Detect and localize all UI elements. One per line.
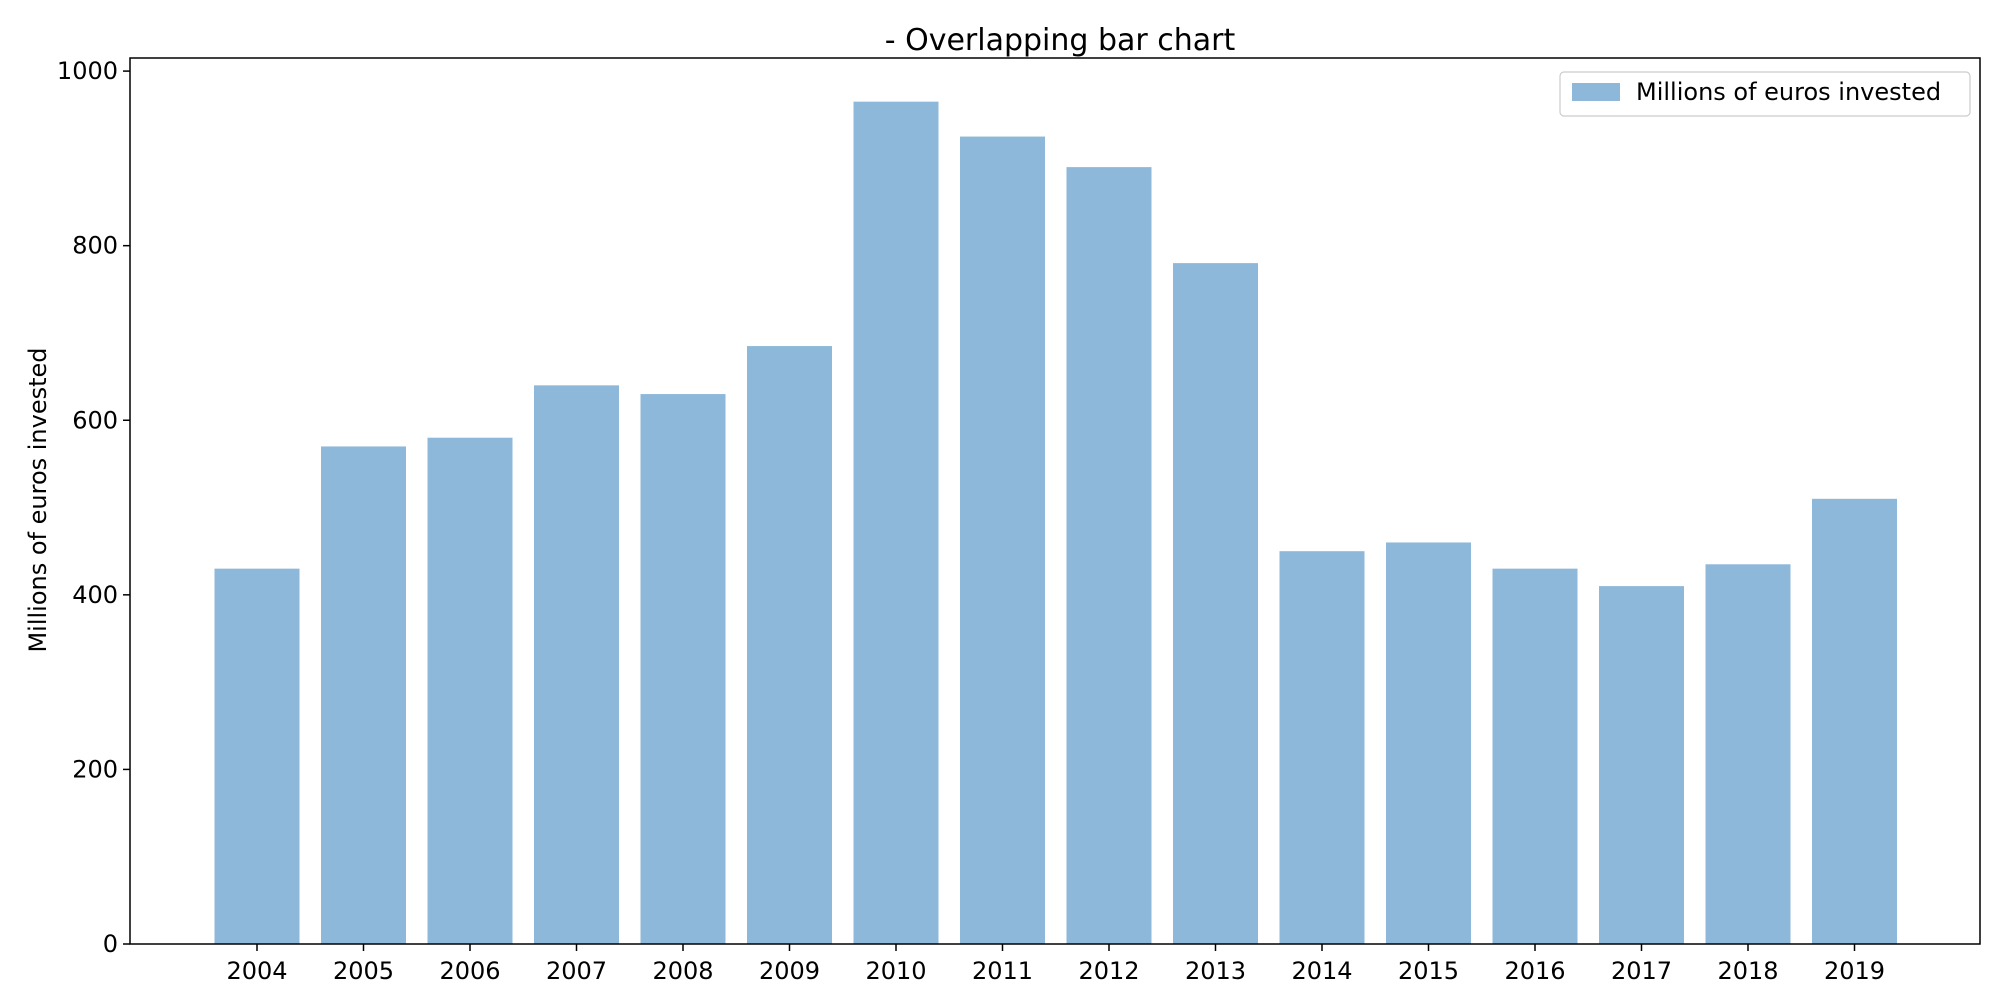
x-tick-label: 2014 [1291,957,1352,985]
bar-2012 [1066,167,1152,945]
bar-2009 [747,346,832,945]
legend-box [1559,71,1971,117]
y-tick-label: 0 [103,930,118,958]
bar-2008 [640,394,726,944]
bar-2016 [1492,568,1578,944]
legend-swatch [1572,83,1620,101]
y-tick-label: 800 [72,232,118,260]
x-tick-label: 2015 [1398,957,1459,985]
x-tick-label: 2006 [439,957,500,985]
bar-2007 [534,385,619,944]
legend-label: Millions of euros invested [1636,78,1941,106]
x-axis-ticks: 2004 2005 2006 2007 2008 2009 2010 2011 2012 2013… [226,944,1885,985]
bar-2013 [1173,263,1258,944]
bars-group [214,101,1897,945]
x-tick-label: 2017 [1611,957,1672,985]
x-tick-label: 2012 [1078,957,1139,985]
x-tick-label: 2004 [226,957,287,985]
y-tick-label: 600 [72,406,118,434]
y-axis-ticks: 0 200 400 600 800 1000 [57,57,130,958]
y-tick-label: 1000 [57,57,118,85]
x-tick-label: 2019 [1824,957,1885,985]
bar-2018 [1705,564,1791,944]
bar-2004 [214,568,300,944]
x-tick-label: 2008 [652,957,713,985]
bar-2015 [1386,542,1471,944]
bar-2019 [1812,498,1897,944]
x-tick-label: 2016 [1504,957,1565,985]
y-tick-label: 200 [72,755,118,783]
bar-2014 [1279,551,1365,944]
chart-title: - Overlapping bar chart [885,23,1236,58]
x-tick-label: 2013 [1185,957,1246,985]
x-tick-label: 2018 [1717,957,1778,985]
x-tick-label: 2011 [972,957,1033,985]
plot-frame [129,57,1981,945]
bar-2006 [427,437,513,944]
bar-2010 [853,101,939,944]
bar-2017 [1599,586,1684,944]
x-tick-label: 2009 [759,957,820,985]
y-axis-label: Millions of euros invested [24,347,52,652]
y-tick-label: 400 [72,581,118,609]
bar-2005 [321,446,406,944]
legend: Millions of euros invested [1559,71,1971,117]
bar-2011 [960,136,1045,944]
x-tick-label: 2007 [546,957,607,985]
x-tick-label: 2005 [333,957,394,985]
x-tick-label: 2010 [865,957,926,985]
